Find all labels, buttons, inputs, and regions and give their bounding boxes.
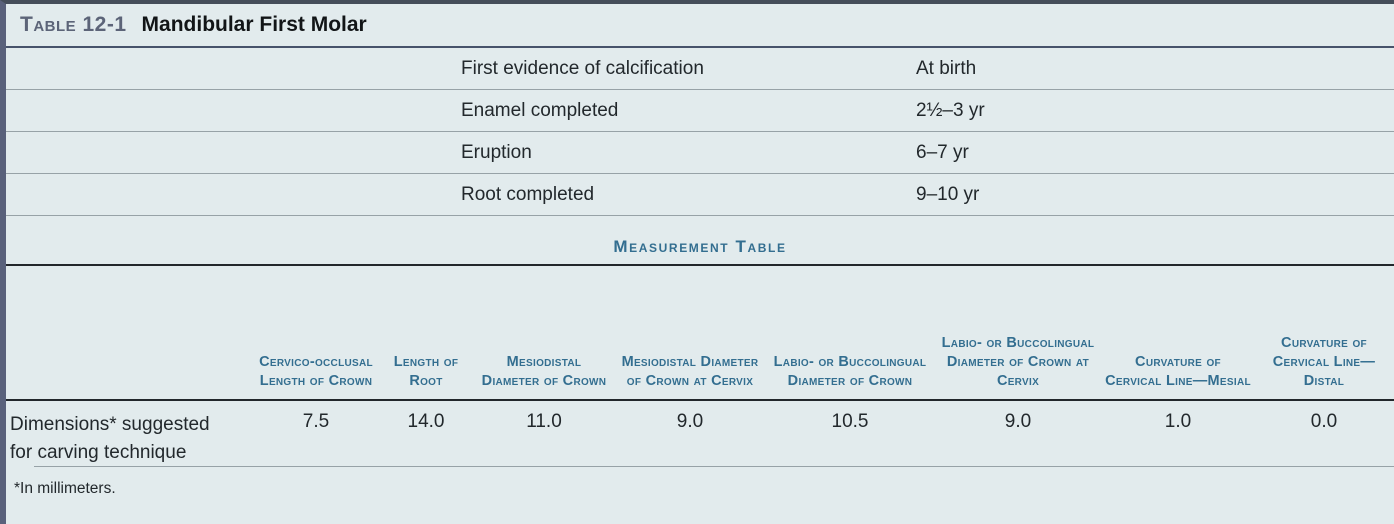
measurement-table-heading: Measurement Table bbox=[613, 237, 787, 256]
value-buccolingual-diameter-crown: 10.5 bbox=[831, 411, 869, 432]
fact-row-eruption: Eruption 6–7 yr bbox=[6, 132, 1394, 174]
value-mesiodistal-diameter-cervix: 9.0 bbox=[676, 411, 704, 432]
col-header-length-of-root: Length of Root bbox=[378, 266, 474, 401]
measurement-heading-divider bbox=[6, 264, 1394, 266]
col-header-curvature-mesial: Curvature of Cervical Line—Mesial bbox=[1102, 266, 1254, 401]
fact-value: 9–10 yr bbox=[916, 183, 980, 205]
col-header-mesiodistal-diameter-crown: Mesiodistal Diameter of Crown bbox=[474, 266, 614, 401]
footnote-divider bbox=[34, 466, 1394, 468]
col-header-mesiodistal-diameter-cervix: Mesiodistal Diameter of Crown at Cervix bbox=[614, 266, 766, 401]
fact-label: Enamel completed bbox=[461, 99, 619, 121]
dimensions-row: Dimensions* suggested for carving techni… bbox=[6, 400, 1394, 466]
footnote-text: *In millimeters. bbox=[14, 480, 116, 498]
fact-row-root: Root completed 9–10 yr bbox=[6, 174, 1394, 216]
fact-label: Eruption bbox=[461, 141, 532, 163]
fact-row-calcification: First evidence of calcification At birth bbox=[6, 48, 1394, 90]
measurement-table: Cervico-occlusal Length of Crown Length … bbox=[6, 266, 1394, 466]
dimensions-row-label: Dimensions* suggested for carving techni… bbox=[10, 414, 210, 463]
development-facts-list: First evidence of calcification At birth… bbox=[6, 48, 1394, 216]
title-divider bbox=[6, 46, 1394, 48]
table-number-label: Table 12-1 bbox=[20, 13, 127, 36]
fact-label: First evidence of calcification bbox=[461, 57, 704, 79]
table-title-text: Mandibular First Molar bbox=[141, 13, 367, 36]
col-header-cervico-occlusal-length: Cervico-occlusal Length of Crown bbox=[254, 266, 378, 401]
value-length-of-root: 14.0 bbox=[407, 411, 445, 432]
fact-value: 6–7 yr bbox=[916, 141, 969, 163]
value-curvature-mesial: 1.0 bbox=[1164, 411, 1192, 432]
header-spacer-cell bbox=[6, 266, 254, 401]
value-cervico-occlusal-length: 7.5 bbox=[302, 411, 330, 432]
table-title: Table 12-1 Mandibular First Molar bbox=[6, 4, 1394, 46]
value-mesiodistal-diameter-crown: 11.0 bbox=[526, 411, 562, 432]
col-header-curvature-distal: Curvature of Cervical Line—Distal bbox=[1254, 266, 1394, 401]
measurement-header-row: Cervico-occlusal Length of Crown Length … bbox=[6, 266, 1394, 401]
fact-value: At birth bbox=[916, 57, 977, 79]
fact-value: 2½–3 yr bbox=[916, 99, 985, 121]
value-buccolingual-diameter-cervix: 9.0 bbox=[1004, 411, 1032, 432]
col-header-buccolingual-diameter-crown: Labio- or Buccolingual Diameter of Crown bbox=[766, 266, 934, 401]
col-header-buccolingual-diameter-cervix: Labio- or Buccolingual Diameter of Crown… bbox=[934, 266, 1102, 401]
fact-label: Root completed bbox=[461, 183, 595, 205]
value-curvature-distal: 0.0 bbox=[1310, 411, 1338, 432]
fact-row-enamel: Enamel completed 2½–3 yr bbox=[6, 90, 1394, 132]
